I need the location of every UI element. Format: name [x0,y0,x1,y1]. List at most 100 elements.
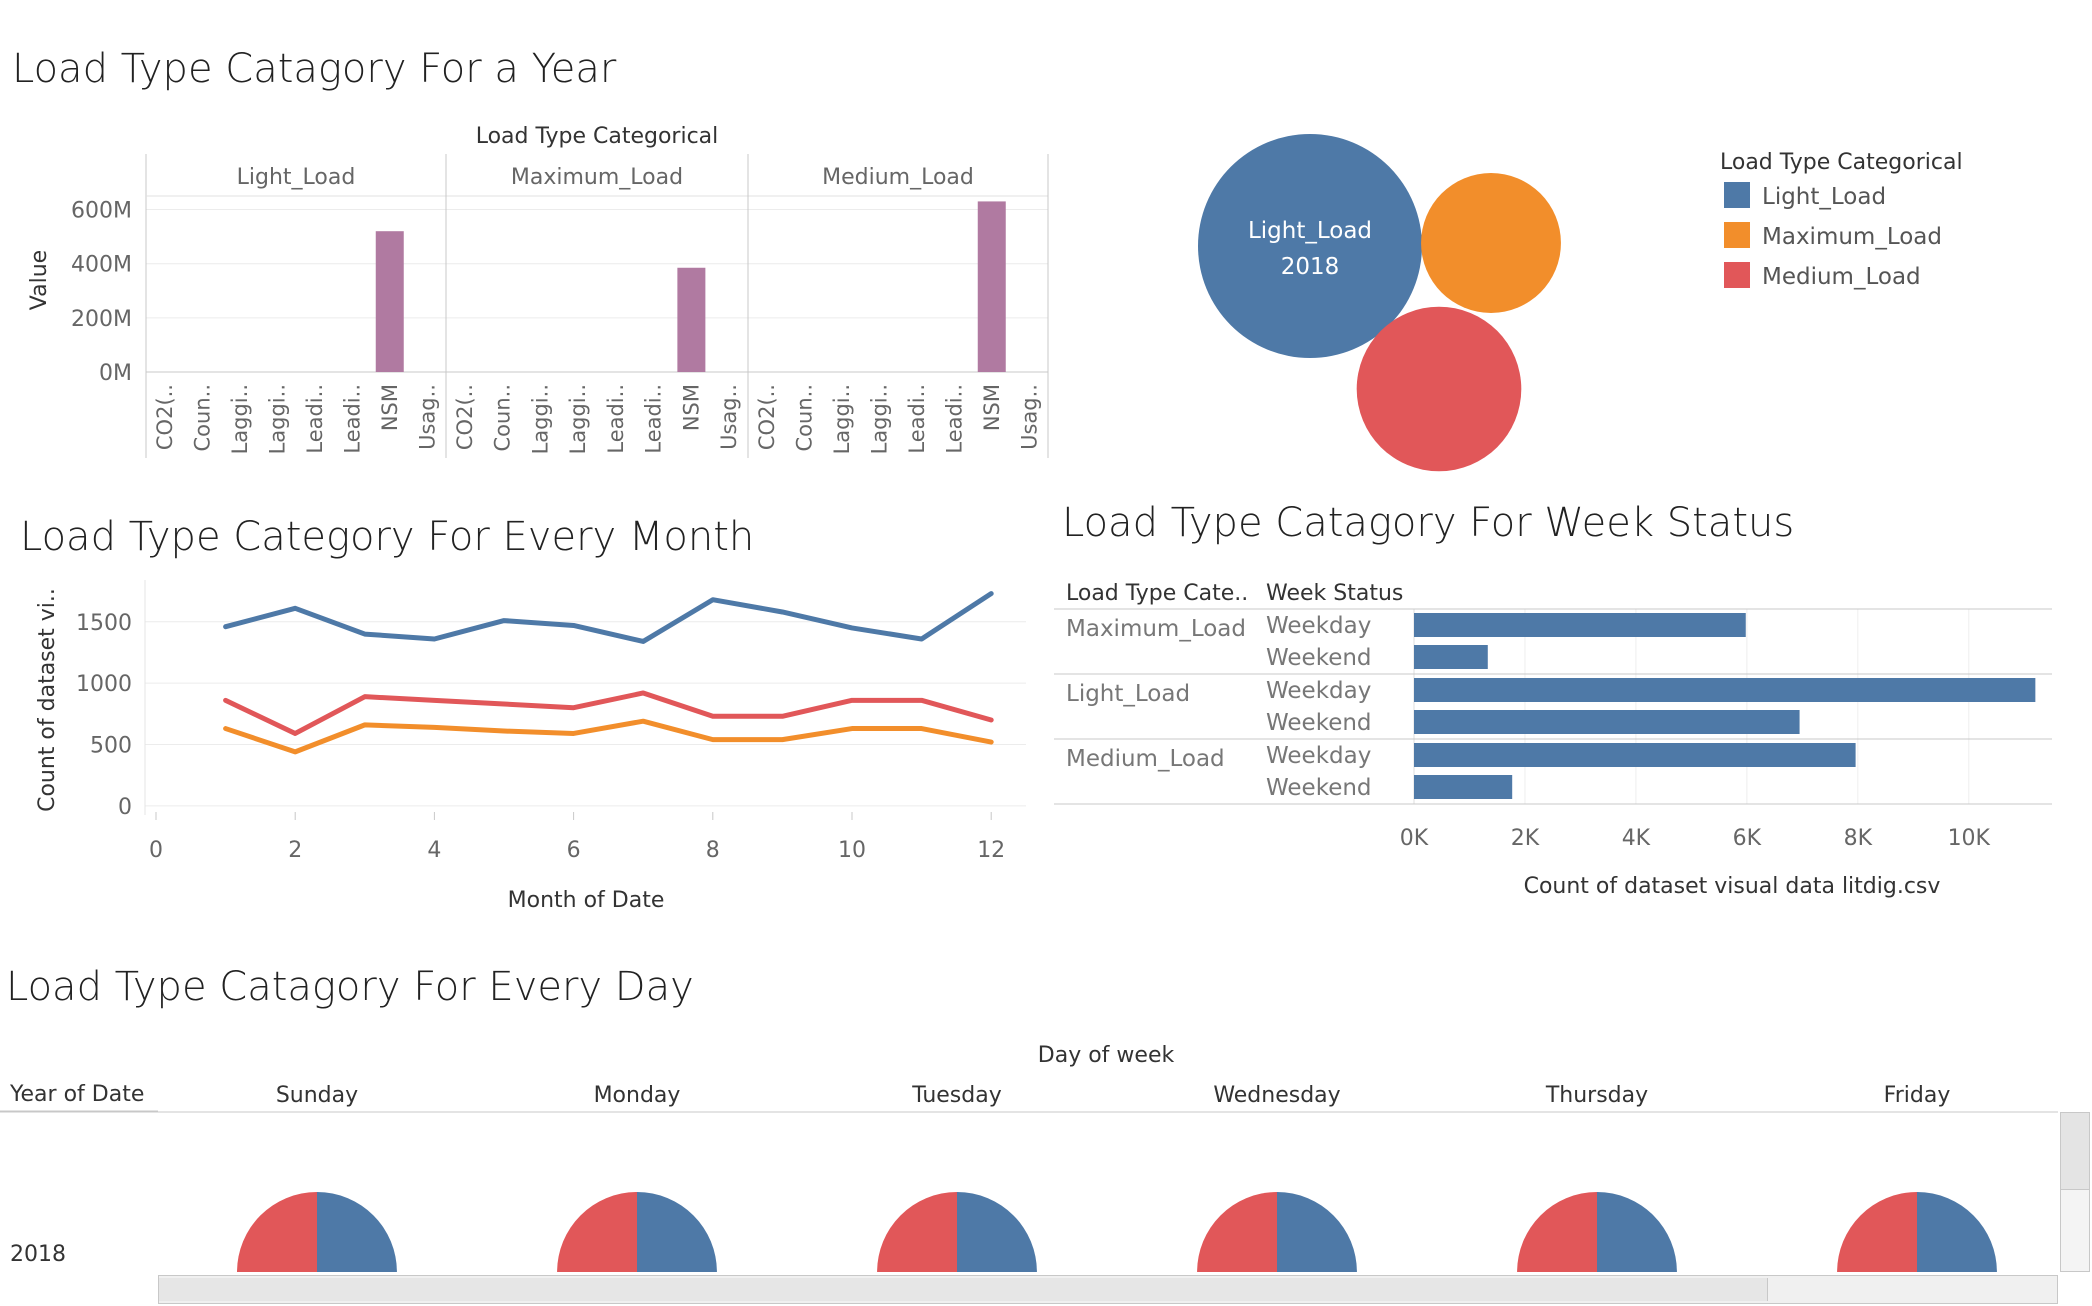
week-x-tick-label: 4K [1622,826,1651,851]
year-x-tick-label: Leadi.. [905,384,929,454]
day-col-label: Friday [1884,1083,1951,1108]
week-status-label: Weekday [1266,743,1371,769]
bubble-legend-title: Load Type Categorical [1720,150,1963,175]
week-col-header-status: Week Status [1266,581,1403,606]
month-x-tick-label: 12 [977,838,1005,863]
vertical-scrollbar[interactable] [2060,1112,2090,1272]
week-status-label: Weekend [1266,710,1372,736]
year-x-tick-label: Laggi.. [566,384,590,454]
week-bar [1414,743,1856,767]
legend-swatch [1724,222,1750,248]
day-col-label: Wednesday [1213,1083,1340,1108]
year-facet-header: Maximum_Load [511,165,683,190]
pie-slice [637,1192,717,1272]
month-line-medium-load [223,690,994,736]
year-x-tick-label: CO2(.. [453,384,477,450]
year-x-tick-label: Usag.. [717,384,741,450]
week-x-tick-label: 8K [1844,826,1873,851]
year-bar [375,231,404,372]
pie-slice [1917,1192,1997,1272]
bubble-center-label-name: Light_Load [1248,218,1372,244]
bubble-medium-load [1356,306,1522,472]
pie-slice [1597,1192,1677,1272]
year-x-tick-label: NSM [679,384,703,431]
year-y-tick-label: 0M [99,361,132,386]
week-status-label: Weekday [1266,678,1371,704]
week-x-tick-label: 0K [1400,826,1429,851]
pie-slice [1197,1192,1277,1272]
year-x-tick-label: Leadi.. [642,384,666,454]
month-y-tick-label: 1000 [76,672,132,697]
year-x-tick-label: Leadi.. [942,384,966,454]
pie-slice [317,1192,397,1272]
year-bar [977,201,1006,372]
year-x-tick-label: Laggi.. [228,384,252,454]
year-x-tick-label: CO2(.. [755,384,779,450]
year-x-tick-label: Laggi.. [830,384,854,454]
day-col-title: Day of week [1038,1043,1175,1068]
year-x-tick-label: Usag.. [1017,384,1041,450]
month-x-tick-label: 6 [567,838,581,863]
week-x-axis-label: Count of dataset visual data litdig.csv [1524,874,1941,899]
vertical-scroll-thumb[interactable] [2061,1113,2089,1190]
year-x-tick-label: NSM [980,384,1004,431]
week-bar [1414,645,1488,669]
week-col-header-load: Load Type Cate.. [1066,581,1248,606]
week-x-tick-label: 2K [1511,826,1540,851]
bubble-center-label-year: 2018 [1281,254,1340,280]
month-x-tick-label: 2 [288,838,302,863]
year-bar [677,267,706,372]
year-x-tick-label: NSM [378,384,402,431]
month-y-tick-label: 500 [90,734,132,759]
bubble-maximum-load [1421,173,1561,313]
year-x-tick-label: CO2(.. [153,384,177,450]
year-x-tick-label: Coun.. [190,384,214,451]
month-line-maximum-load [223,718,994,755]
day-row-header: Year of Date [9,1082,144,1107]
year-y-axis-label: Value [27,250,52,310]
month-x-tick-label: 4 [427,838,441,863]
pie-slice [1277,1192,1357,1272]
month-x-tick-label: 8 [706,838,720,863]
year-facet-header: Medium_Load [822,165,974,190]
pie-slice [957,1192,1037,1272]
month-line-light-load [223,591,994,644]
year-x-tick-label: Laggi.. [867,384,891,454]
horizontal-scroll-thumb[interactable] [159,1278,1768,1301]
week-status-label: Weekend [1266,645,1372,671]
day-pie-sunday [237,1192,397,1272]
week-x-tick-label: 6K [1733,826,1762,851]
month-y-axis-label: Count of dataset vi.. [35,588,60,812]
year-x-tick-label: Usag.. [415,384,439,450]
week-status-label: Weekend [1266,775,1372,801]
month-x-tick-label: 0 [149,838,163,863]
week-bar [1414,613,1746,637]
day-pie-wednesday [1197,1192,1357,1272]
week-bar [1414,678,2036,702]
year-x-tick-label: Leadi.. [303,384,327,454]
day-col-label: Monday [594,1083,681,1108]
pie-slice [557,1192,637,1272]
week-group-label: Maximum_Load [1066,616,1246,642]
day-row-label: 2018 [10,1242,66,1267]
legend-swatch [1724,182,1750,208]
week-bar [1414,775,1513,799]
legend-label: Medium_Load [1762,264,1921,290]
horizontal-scrollbar[interactable] [158,1275,2058,1304]
day-col-label: Tuesday [911,1083,1002,1108]
day-pie-friday [1837,1192,1997,1272]
week-section-title: Load Type Catagory For Week Status [1062,500,1795,546]
year-y-tick-label: 400M [71,253,132,278]
week-group-label: Light_Load [1066,681,1190,707]
legend-label: Maximum_Load [1762,224,1942,250]
year-x-tick-label: Coun.. [491,384,515,451]
week-status-label: Weekday [1266,613,1371,639]
year-x-tick-label: Coun.. [792,384,816,451]
day-pie-thursday [1517,1192,1677,1272]
month-x-axis-label: Month of Date [508,888,665,913]
year-x-tick-label: Laggi.. [528,384,552,454]
week-bar [1414,710,1800,734]
year-facet-title: Load Type Categorical [476,124,719,149]
month-x-tick-label: 10 [838,838,866,863]
